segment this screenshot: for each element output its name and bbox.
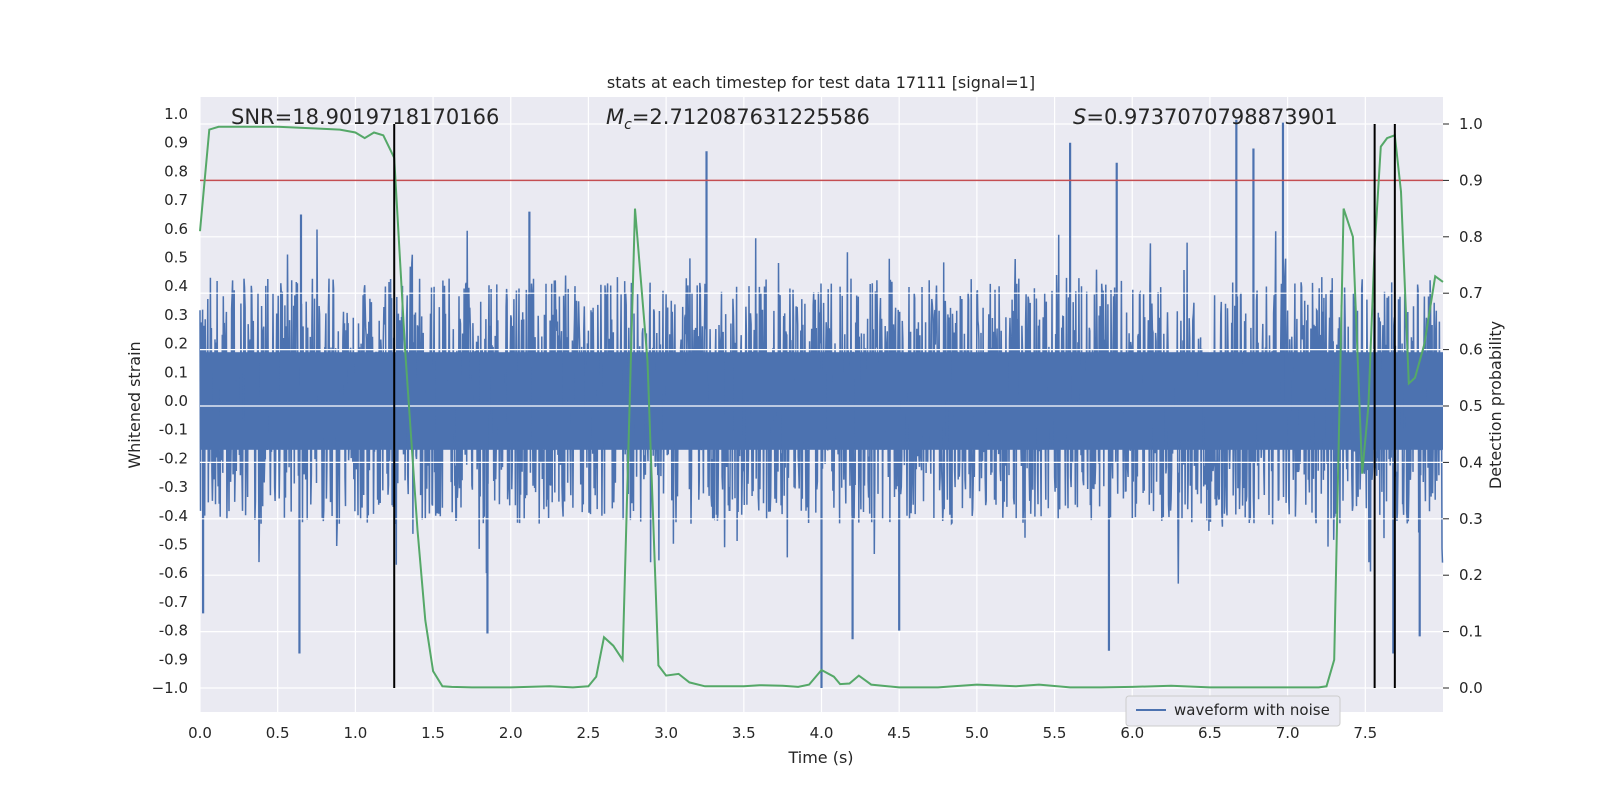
x-tick-label-8: 4.0	[810, 724, 834, 742]
left-tick-label-0: 1.0	[164, 105, 188, 123]
score-symbol: S	[1073, 105, 1086, 129]
chirp-mass-value: =2.712087631225586	[632, 105, 870, 129]
left-tick-labels: 1.0 0.9 0.8 0.7 0.6 0.5 0.4 0.3 0.2 0.1 0.0 -0.1 -0.…	[152, 105, 188, 697]
x-axis-label: Time (s)	[787, 748, 853, 767]
probability-line-group	[199, 125, 1444, 689]
x-tick-label-9: 4.5	[887, 724, 911, 742]
x-tick-label-7: 3.5	[732, 724, 756, 742]
left-tick-label-19: -0.9	[159, 650, 188, 668]
right-tick-label-3: 0.7	[1459, 284, 1483, 302]
left-tick-label-13: -0.3	[159, 478, 188, 496]
left-tick-label-9: 0.1	[164, 363, 188, 381]
left-tick-label-20: −1.0	[152, 679, 188, 697]
right-tick-label-8: 0.2	[1459, 566, 1483, 584]
x-tick-label-6: 3.0	[654, 724, 678, 742]
x-tick-label-1: 0.5	[266, 724, 290, 742]
x-tick-label-3: 1.5	[421, 724, 445, 742]
x-tick-label-15: 7.5	[1353, 724, 1377, 742]
score-annotation: S=0.9737070798873901	[1073, 105, 1338, 129]
x-tick-label-11: 5.5	[1043, 724, 1067, 742]
right-tick-label-7: 0.3	[1459, 510, 1483, 528]
legend-label: waveform with noise	[1174, 701, 1330, 719]
probability-line	[199, 125, 1444, 689]
right-tick-label-10: 0.0	[1459, 679, 1483, 697]
x-tick-label-5: 2.5	[577, 724, 601, 742]
chirp-mass-annotation: Mc=2.712087631225586	[606, 105, 870, 133]
legend-box	[1125, 695, 1341, 727]
right-tick-label-1: 0.9	[1459, 171, 1483, 189]
left-tick-label-8: 0.2	[164, 335, 188, 353]
chirp-mass-symbol: M	[606, 105, 624, 129]
right-tick-label-4: 0.6	[1459, 341, 1483, 359]
left-tick-label-5: 0.5	[164, 249, 188, 267]
left-tick-label-4: 0.6	[164, 220, 188, 238]
x-tick-label-2: 1.0	[343, 724, 367, 742]
left-tick-label-1: 0.9	[164, 134, 188, 152]
chirp-mass-subscript: c	[624, 117, 632, 133]
left-tick-label-3: 0.7	[164, 191, 188, 209]
legend: waveform with noise	[1125, 695, 1341, 727]
left-tick-label-14: -0.4	[159, 507, 188, 525]
right-tick-label-2: 0.8	[1459, 228, 1483, 246]
x-tick-label-14: 7.0	[1276, 724, 1300, 742]
x-tick-label-4: 2.0	[499, 724, 523, 742]
left-tick-label-15: -0.5	[159, 536, 188, 554]
left-tick-label-6: 0.4	[164, 277, 188, 295]
event-lines	[393, 124, 1396, 688]
right-tick-label-5: 0.5	[1459, 397, 1483, 415]
left-tick-label-12: -0.2	[159, 449, 188, 467]
right-tick-labels: 1.0 0.9 0.8 0.7 0.6 0.5 0.4 0.3 0.2 0.1 0.0	[1443, 115, 1483, 697]
score-value: =0.9737070798873901	[1086, 105, 1337, 129]
left-tick-label-17: -0.7	[159, 593, 188, 611]
x-tick-labels: 0.0 0.5 1.0 1.5 2.0 2.5 3.0 3.5 4.0 4.5 5.0 5.5 6.0 6…	[188, 724, 1377, 742]
left-tick-label-7: 0.3	[164, 306, 188, 324]
right-tick-label-9: 0.1	[1459, 623, 1483, 641]
snr-annotation: SNR=18.9019718170166	[231, 105, 499, 129]
x-tick-label-0: 0.0	[188, 724, 212, 742]
left-tick-label-16: -0.6	[159, 564, 188, 582]
left-tick-label-18: -0.8	[159, 622, 188, 640]
left-tick-label-11: -0.1	[159, 421, 188, 439]
left-tick-label-10: 0.0	[164, 392, 188, 410]
y-axis-label-right: Detection probability	[1486, 321, 1505, 489]
left-tick-label-2: 0.8	[164, 162, 188, 180]
x-tick-label-12: 6.0	[1120, 724, 1144, 742]
x-tick-label-13: 6.5	[1198, 724, 1222, 742]
right-tick-label-6: 0.4	[1459, 453, 1483, 471]
x-tick-label-10: 5.0	[965, 724, 989, 742]
right-tick-label-0: 1.0	[1459, 115, 1483, 133]
chart-title: stats at each timestep for test data 171…	[607, 73, 1035, 92]
strain-series-line	[199, 229, 1444, 584]
y-axis-label-left: Whitened strain	[125, 341, 144, 468]
